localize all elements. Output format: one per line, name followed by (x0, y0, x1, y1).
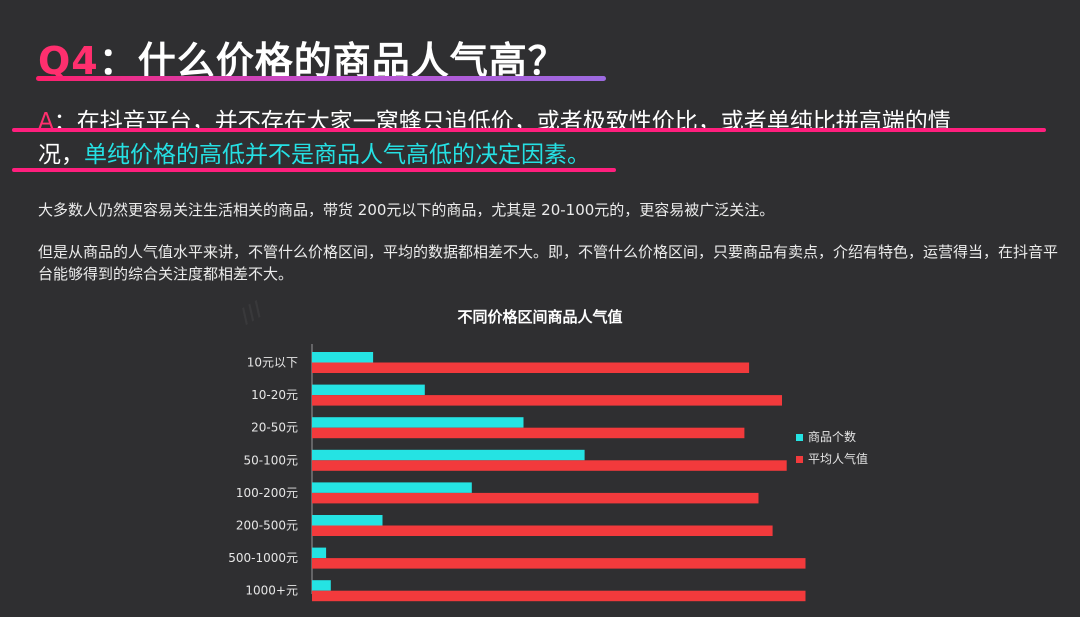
category-label: 500-1000元 (228, 551, 298, 565)
bar-popularity (312, 558, 806, 569)
answer-text-2: 况， (38, 142, 84, 168)
bar-count (312, 580, 331, 591)
category-label: 20-50元 (251, 421, 298, 435)
category-label: 50-100元 (243, 453, 298, 467)
question-text: ：什么价格的商品人气高？ (98, 39, 567, 83)
bar-popularity (312, 460, 787, 471)
bar-count (312, 482, 472, 493)
legend-swatch (796, 434, 803, 441)
bar-popularity (312, 525, 773, 536)
question-label: Q4 (38, 39, 99, 83)
answer-line-2: 况，单纯价格的高低并不是商品人气高低的决定因素。 (38, 139, 590, 172)
bar-count (312, 515, 383, 526)
answer-underline-2 (12, 168, 616, 172)
legend-label: 平均人气值 (808, 451, 868, 466)
category-label: 200-500元 (236, 519, 298, 533)
bar-popularity (312, 395, 782, 406)
category-label: 10元以下 (247, 356, 298, 370)
bar-popularity (312, 427, 745, 439)
legend-label: 商品个数 (808, 429, 856, 444)
page-title: Q4：什么价格的商品人气高？ (38, 30, 567, 85)
category-label: 1000+元 (245, 584, 298, 598)
paragraph-2: 但是从商品的人气值水平来讲，不管什么价格区间，平均的数据都相差不大。即，不管什么… (38, 243, 1059, 283)
bar-popularity (312, 362, 750, 373)
bar-popularity (312, 590, 806, 602)
title-underline (36, 76, 606, 81)
legend-swatch (796, 456, 803, 463)
bar-count (312, 547, 327, 559)
bar-count (312, 352, 374, 363)
chart-title: 不同价格区间商品人气值 (457, 308, 622, 326)
bar-count (312, 384, 425, 396)
bar-count (312, 417, 524, 428)
paragraph-1: 大多数人仍然更容易关注生活相关的商品，带货 200元以下的商品，尤其是 20-1… (38, 201, 775, 219)
answer-underline-1 (12, 128, 1046, 132)
category-label: 10-20元 (251, 388, 298, 402)
answer-highlight: 单纯价格的高低并不是商品人气高低的决定因素。 (84, 142, 590, 168)
bar-popularity (312, 492, 759, 504)
bar-count (312, 449, 585, 461)
category-label: 100-200元 (236, 486, 298, 500)
